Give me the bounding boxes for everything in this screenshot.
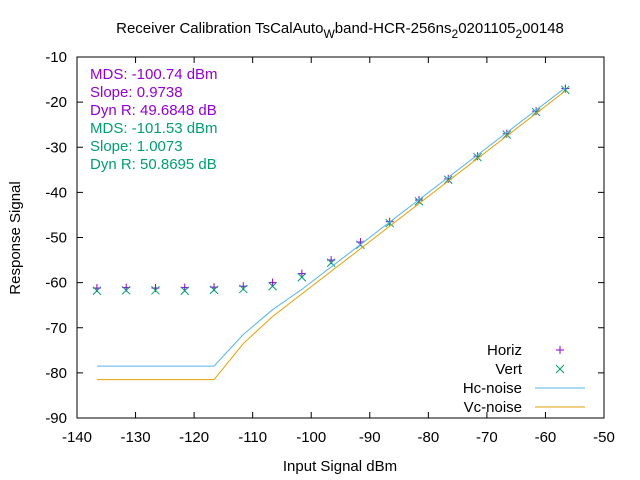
x-tick-label: -110 xyxy=(238,429,267,446)
y-tick-label: -50 xyxy=(45,230,67,247)
x-tick-label: -100 xyxy=(296,429,326,446)
stat-annotation: Slope: 1.0073 xyxy=(90,138,183,155)
x-tick-label: -60 xyxy=(535,429,557,446)
data-point xyxy=(268,278,277,287)
y-tick-label: -10 xyxy=(45,49,67,66)
data-point xyxy=(268,281,277,291)
data-point xyxy=(443,175,453,185)
legend-label: Vert xyxy=(495,361,523,378)
data-point xyxy=(531,107,541,117)
data-point xyxy=(502,130,512,139)
data-point xyxy=(121,285,131,295)
legend-label: Hc-noise xyxy=(463,380,522,397)
stat-annotation: Slope: 0.9738 xyxy=(90,84,183,101)
data-point xyxy=(473,152,482,162)
x-tick-label: -140 xyxy=(62,429,92,446)
x-tick-label: -130 xyxy=(121,429,151,446)
series-vc-noise xyxy=(96,90,566,381)
x-axis-label: Input Signal dBm xyxy=(283,458,397,475)
y-tick-label: -60 xyxy=(45,275,67,292)
legend-label: Horiz xyxy=(487,342,522,359)
title-part: band-HCR-256ns xyxy=(335,20,452,37)
x-tick-label: -70 xyxy=(476,429,498,446)
stat-annotation: Dyn R: 49.6848 dB xyxy=(90,102,217,119)
legend: Horiz Vert Hc-noise Vc-noise xyxy=(463,342,585,416)
x-tick-label: -120 xyxy=(179,429,209,446)
series-hc-noise xyxy=(96,87,566,367)
x-tick-label: -50 xyxy=(593,429,615,446)
series-line xyxy=(96,90,566,381)
y-tick-label: -70 xyxy=(45,320,67,337)
y-tick-label: -30 xyxy=(45,139,67,156)
y-tick-label: -80 xyxy=(45,365,67,382)
x-axis: -140 -130 -120 -110 -100 -90 -80 -70 -60 -50 xyxy=(62,57,615,446)
y-axis: -90 -80 -70 -60 -50 -40 -30 -20 -10 xyxy=(45,49,604,427)
series-line xyxy=(96,87,566,367)
data-point xyxy=(414,197,424,206)
title-part: W xyxy=(323,27,335,41)
title-part: 0201105 xyxy=(458,20,515,37)
data-point xyxy=(297,269,306,278)
data-point xyxy=(180,286,190,296)
data-point xyxy=(209,285,219,295)
y-tick-label: -90 xyxy=(45,410,67,427)
y-tick-label: -20 xyxy=(45,94,67,111)
chart-title: Receiver Calibration TsCalAutoWband-HCR-… xyxy=(116,20,564,41)
series-vert xyxy=(92,85,570,296)
title-part: Receiver Calibration TsCalAuto xyxy=(116,20,323,37)
stat-annotation: MDS: -100.74 dBm xyxy=(90,66,218,83)
data-point xyxy=(238,284,248,294)
data-point xyxy=(297,272,307,282)
data-point xyxy=(151,285,160,295)
y-axis-label: Response Signal xyxy=(7,181,24,294)
x-tick-label: -90 xyxy=(359,429,381,446)
legend-swatch xyxy=(556,346,564,354)
stat-annotation: MDS: -101.53 dBm xyxy=(90,120,218,137)
y-tick-label: -40 xyxy=(45,184,67,201)
data-point xyxy=(92,286,102,296)
title-part: 2 xyxy=(515,27,522,41)
title-part: 00148 xyxy=(522,20,564,37)
legend-swatch xyxy=(555,364,565,374)
stat-annotation: Dyn R: 50.8695 dB xyxy=(90,156,217,173)
title-part: 2 xyxy=(452,27,459,41)
x-tick-label: -80 xyxy=(417,429,439,446)
series-layer xyxy=(92,84,570,381)
legend-label: Vc-noise xyxy=(464,399,522,416)
